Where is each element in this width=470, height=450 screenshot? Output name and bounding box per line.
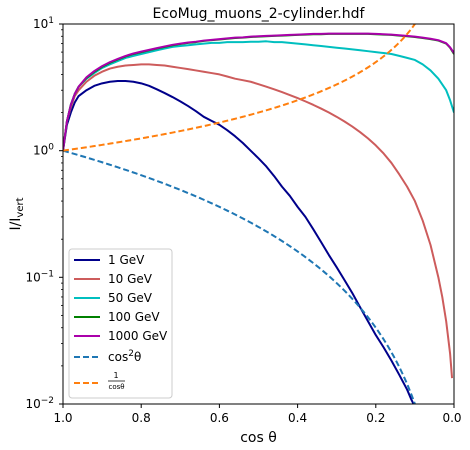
legend-label: 50 GeV <box>108 291 153 305</box>
x-tick-label: 0.2 <box>366 411 385 425</box>
legend-entry-100gev: 100 GeV <box>74 310 160 324</box>
legend: 1 GeV 10 GeV 50 GeV 100 GeV 1000 GeV cos… <box>68 248 173 399</box>
legend-entry-cos2: cos2θ <box>74 349 141 364</box>
y-tick-label: 100 <box>33 143 54 158</box>
x-tick-1: 0.8 <box>132 404 151 425</box>
series-line-3 <box>63 32 454 151</box>
legend-label: 1000 GeV <box>108 329 168 343</box>
y-tick-3: 101 <box>33 16 63 31</box>
x-tick-label: 0.0 <box>442 411 461 425</box>
legend-entry-1gev: 1 GeV <box>74 253 145 267</box>
legend-label: 100 GeV <box>108 310 160 324</box>
series-line-1 <box>63 63 454 379</box>
x-tick-3: 0.4 <box>288 404 307 425</box>
y-tick-1: 10−1 <box>25 269 63 284</box>
y-axis: 10−2 10−1 100 101 I/Ivert <box>8 16 63 411</box>
y-tick-2: 100 <box>33 143 63 158</box>
x-tick-5: 0.0 <box>442 404 462 425</box>
x-axis: 1.0 0.8 0.6 0.4 0.2 0.0 cos θ <box>53 404 462 446</box>
y-tick-0: 10−2 <box>25 396 63 411</box>
legend-entry-10gev: 10 GeV <box>74 272 153 286</box>
y-tick-label: 101 <box>33 16 54 31</box>
x-tick-label: 1.0 <box>53 411 72 425</box>
legend-fraction-numerator: 1 <box>113 371 118 380</box>
legend-label: 10 GeV <box>108 272 153 286</box>
series-line-6 <box>63 24 416 152</box>
x-tick-0: 1.0 <box>53 404 73 425</box>
y-tick-label: 10−2 <box>25 396 54 411</box>
series-line-0 <box>63 79 415 404</box>
legend-box <box>68 248 173 399</box>
legend-label: cos2θ <box>108 349 141 364</box>
legend-entry-1000gev: 1000 GeV <box>74 329 168 343</box>
plot-lines <box>63 24 454 404</box>
x-tick-4: 0.2 <box>366 404 385 425</box>
legend-label: 1 GeV <box>108 253 145 267</box>
plot-frame <box>62 23 455 405</box>
series-line-2 <box>63 40 454 151</box>
series-line-4 <box>63 32 454 151</box>
y-minor-ticks <box>61 29 63 367</box>
legend-entry-inv: 1 cosθ <box>74 371 125 391</box>
y-tick-label: 10−1 <box>25 269 54 284</box>
chart-title: EcoMug_muons_2-cylinder.hdf <box>153 6 366 22</box>
legend-entry-50gev: 50 GeV <box>74 291 153 305</box>
y-axis-label: I/Ivert <box>8 197 26 230</box>
legend-fraction-denominator: cosθ <box>108 383 124 391</box>
x-tick-label: 0.4 <box>288 411 307 425</box>
x-axis-label: cos θ <box>240 430 277 446</box>
x-tick-2: 0.6 <box>210 404 229 425</box>
x-tick-label: 0.8 <box>132 411 151 425</box>
series-line-5 <box>63 149 416 404</box>
x-tick-label: 0.6 <box>210 411 229 425</box>
